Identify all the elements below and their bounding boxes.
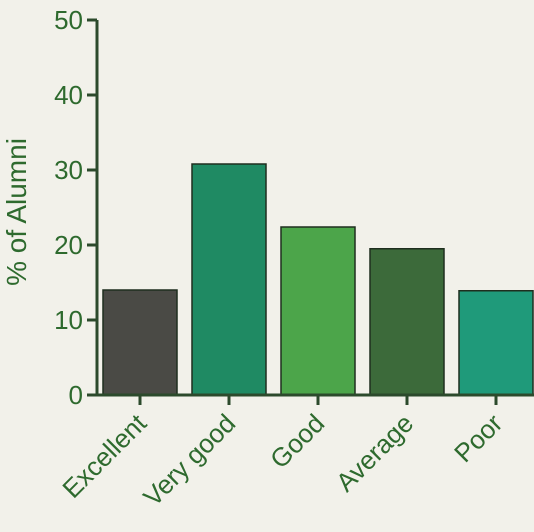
y-tick-label: 40	[54, 80, 83, 110]
x-category-label: Good	[264, 408, 330, 474]
bar-excellent	[102, 289, 178, 396]
y-ticks-group: 0 10 20 30 40 50	[54, 5, 97, 410]
y-tick-label: 0	[69, 380, 83, 410]
x-category-label: Average	[330, 408, 419, 497]
bar-average	[369, 248, 445, 396]
bar-poor	[458, 290, 534, 396]
y-tick-label: 50	[54, 5, 83, 35]
bar-good	[280, 226, 356, 396]
y-tick-label: 20	[54, 230, 83, 260]
y-axis-title: % of Alumni	[1, 138, 32, 286]
bar-very-good	[191, 163, 267, 396]
y-tick-label: 30	[54, 155, 83, 185]
y-tick-label: 10	[54, 305, 83, 335]
x-category-label: Poor	[448, 408, 508, 468]
x-category-label: Very good	[137, 408, 241, 512]
bars-group	[102, 163, 534, 396]
